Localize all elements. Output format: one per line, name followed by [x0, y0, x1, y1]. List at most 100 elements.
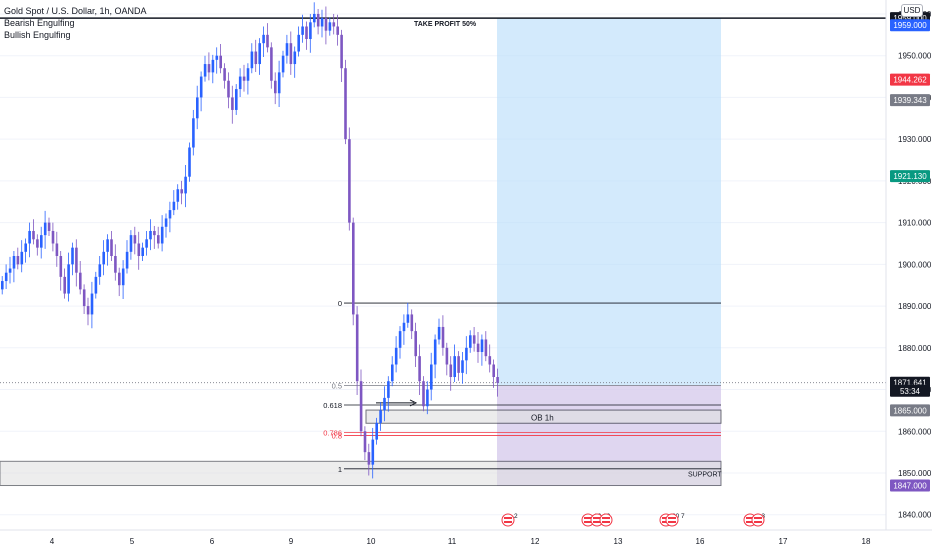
- candle[interactable]: [47, 222, 51, 231]
- candle[interactable]: [320, 18, 324, 27]
- price-label-box[interactable]: [890, 384, 930, 397]
- candle[interactable]: [79, 272, 82, 290]
- candle[interactable]: [422, 381, 425, 407]
- candle[interactable]: [153, 230, 156, 236]
- candle[interactable]: [149, 230, 152, 240]
- candle[interactable]: [211, 59, 215, 73]
- candle[interactable]: [114, 256, 117, 273]
- candle[interactable]: [406, 314, 410, 323]
- candle[interactable]: [309, 22, 312, 40]
- us-flag-icon[interactable]: [501, 513, 515, 527]
- candle[interactable]: [110, 239, 113, 257]
- candle[interactable]: [297, 34, 300, 52]
- price-label-box[interactable]: [890, 479, 930, 492]
- candle[interactable]: [336, 26, 339, 35]
- candle[interactable]: [12, 256, 16, 269]
- candle[interactable]: [488, 356, 492, 365]
- candle[interactable]: [305, 26, 308, 40]
- candle[interactable]: [235, 89, 238, 110]
- candle[interactable]: [371, 439, 375, 465]
- symbol-title[interactable]: Gold Spot / U.S. Dollar, 1h, OANDA: [4, 6, 147, 16]
- candle[interactable]: [433, 339, 437, 365]
- candle[interactable]: [8, 268, 12, 273]
- support-zone[interactable]: [0, 460, 722, 487]
- candle[interactable]: [285, 43, 289, 56]
- candle[interactable]: [457, 356, 460, 373]
- candle[interactable]: [254, 51, 258, 65]
- candle[interactable]: [332, 22, 336, 27]
- candle[interactable]: [184, 176, 187, 194]
- candle[interactable]: [164, 218, 168, 227]
- candle[interactable]: [168, 210, 172, 219]
- candle[interactable]: [125, 251, 129, 269]
- candle[interactable]: [258, 43, 261, 65]
- candle[interactable]: [274, 80, 277, 94]
- candle[interactable]: [246, 68, 250, 81]
- candle[interactable]: [86, 306, 90, 315]
- candle[interactable]: [453, 356, 456, 378]
- candle[interactable]: [223, 68, 226, 81]
- candle[interactable]: [129, 235, 133, 252]
- candle[interactable]: [344, 68, 347, 140]
- candle[interactable]: [71, 247, 74, 265]
- candle[interactable]: [207, 64, 211, 73]
- candle[interactable]: [59, 256, 63, 277]
- candle[interactable]: [391, 364, 394, 382]
- candle[interactable]: [426, 389, 429, 407]
- candle[interactable]: [379, 410, 382, 423]
- candle[interactable]: [270, 47, 273, 81]
- candle[interactable]: [219, 55, 222, 69]
- candle[interactable]: [437, 326, 441, 340]
- candle[interactable]: [192, 118, 195, 148]
- target-zone[interactable]: [497, 18, 721, 386]
- candle[interactable]: [36, 239, 39, 248]
- candle[interactable]: [63, 276, 66, 294]
- price-label-box[interactable]: [890, 94, 930, 107]
- candle[interactable]: [293, 51, 297, 65]
- candle[interactable]: [51, 230, 55, 244]
- candle[interactable]: [160, 226, 164, 244]
- candle[interactable]: [98, 264, 102, 277]
- candle[interactable]: [199, 76, 203, 98]
- candle[interactable]: [24, 243, 27, 252]
- candle[interactable]: [227, 80, 230, 98]
- candle[interactable]: [16, 256, 20, 265]
- candle[interactable]: [250, 51, 254, 69]
- candle[interactable]: [359, 381, 363, 432]
- candle[interactable]: [394, 347, 398, 365]
- candle[interactable]: [410, 314, 414, 332]
- candle[interactable]: [367, 452, 371, 465]
- candle[interactable]: [196, 97, 199, 119]
- candle[interactable]: [141, 247, 144, 257]
- price-label-box[interactable]: [890, 19, 930, 32]
- candle[interactable]: [316, 13, 320, 27]
- candle[interactable]: [118, 272, 121, 286]
- candle[interactable]: [441, 326, 445, 348]
- candle[interactable]: [106, 239, 109, 252]
- candle[interactable]: [324, 18, 328, 31]
- us-flag-icon[interactable]: [751, 513, 765, 527]
- candle[interactable]: [375, 422, 378, 440]
- candle[interactable]: [328, 22, 332, 31]
- candle[interactable]: [90, 293, 94, 315]
- candle[interactable]: [492, 364, 495, 378]
- candle[interactable]: [75, 247, 78, 273]
- candle[interactable]: [387, 381, 390, 398]
- candle[interactable]: [449, 364, 453, 378]
- candle[interactable]: [469, 335, 472, 348]
- candle[interactable]: [67, 264, 70, 294]
- candle[interactable]: [480, 339, 484, 352]
- candle[interactable]: [289, 43, 293, 65]
- indicator-bearish-engulfing[interactable]: Bearish Engulfing: [4, 18, 75, 28]
- candle[interactable]: [20, 251, 24, 265]
- candle[interactable]: [301, 26, 304, 35]
- candle[interactable]: [180, 189, 183, 194]
- us-flag-icon[interactable]: [599, 513, 613, 527]
- candle[interactable]: [496, 377, 499, 383]
- candle[interactable]: [476, 343, 480, 352]
- candle[interactable]: [472, 335, 476, 344]
- candle[interactable]: [55, 243, 59, 257]
- candle[interactable]: [484, 339, 488, 357]
- price-label-box[interactable]: [890, 170, 930, 183]
- candle[interactable]: [430, 364, 433, 390]
